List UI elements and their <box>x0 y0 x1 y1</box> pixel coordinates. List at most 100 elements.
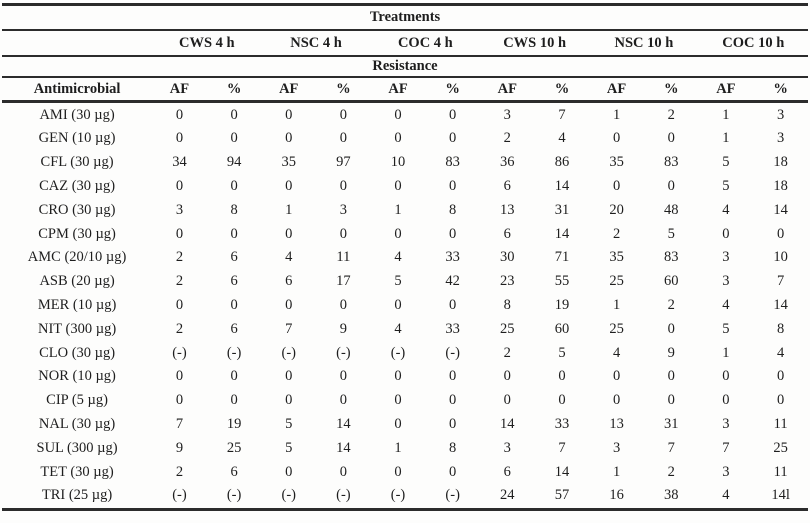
antimicrobial-label: CAZ (30 µg) <box>39 178 116 195</box>
table-row: TRI (25 µg) (-) (-) (-) (-) (-) (-) 24 57 16 38 4 14… <box>2 484 808 509</box>
cell-value: 24 <box>500 487 515 504</box>
cell-value: 1 <box>722 106 730 123</box>
cell-value: (-) <box>390 344 406 361</box>
cell-value: 4 <box>394 249 402 266</box>
cell-value: 0 <box>667 320 675 337</box>
cell-value: 60 <box>663 273 679 290</box>
cell-value: 3 <box>612 439 621 456</box>
cell-value: 0 <box>285 130 293 147</box>
cell-value: 19 <box>554 297 570 314</box>
cell-value: 3 <box>722 463 730 480</box>
resistance-header: Resistance <box>2 56 808 78</box>
cell-value: 5 <box>558 344 566 361</box>
cell-value: 14 <box>554 463 570 480</box>
cell-value: 0 <box>285 463 293 480</box>
cell-value: 0 <box>230 106 238 123</box>
cell-value: 3 <box>776 130 785 147</box>
cell-value: 0 <box>449 178 457 195</box>
cell-value: 0 <box>612 178 621 195</box>
cell-value: 3 <box>722 416 730 432</box>
cell-value: 0 <box>175 178 184 195</box>
cell-value: 25 <box>226 439 242 456</box>
cell-value: 0 <box>667 392 675 409</box>
cell-value: 14 <box>554 225 570 242</box>
cell-value: 0 <box>339 463 347 480</box>
cell-value: 6 <box>230 463 238 480</box>
cell-value: 14 <box>336 416 351 432</box>
cell-value: 30 <box>500 249 515 266</box>
cell-value: 4 <box>722 201 730 218</box>
cell-value: 4 <box>722 487 730 504</box>
table-row: SUL (300 µg) 9 25 5 14 1 8 3 7 3 7 7 25 <box>2 436 808 460</box>
cell-value: 1 <box>394 201 402 218</box>
cell-value: 0 <box>449 130 457 147</box>
cell-value: 0 <box>175 368 184 385</box>
cell-value: 11 <box>773 463 788 480</box>
cell-value: 0 <box>339 368 347 385</box>
cell-value: (-) <box>390 487 406 504</box>
cell-value: 7 <box>175 416 184 432</box>
cell-value: 0 <box>449 297 457 314</box>
cell-value: 6 <box>230 320 238 337</box>
cell-value: 25 <box>500 320 515 337</box>
cell-value: 2 <box>175 320 184 337</box>
cell-value: 38 <box>663 487 679 504</box>
table-row: NIT (300 µg) 2 6 7 9 4 33 25 60 25 0 5 8 <box>2 317 808 341</box>
cell-value: 0 <box>230 178 238 195</box>
cell-value: 83 <box>663 154 679 171</box>
cell-value: 0 <box>339 392 347 409</box>
cell-value: 25 <box>773 439 788 456</box>
cell-value: 1 <box>722 130 730 147</box>
cell-value: 0 <box>449 368 457 385</box>
cell-value: 9 <box>175 439 184 456</box>
antimicrobial-column-header: Antimicrobial <box>2 77 153 103</box>
treatment-group-header: CWS 10 h <box>479 30 590 57</box>
cell-value: 2 <box>667 106 675 123</box>
antimicrobial-label: CLO (30 µg) <box>39 344 116 361</box>
cell-value: 6 <box>503 463 511 480</box>
cell-value: 6 <box>230 273 238 290</box>
cell-value: 35 <box>281 154 296 171</box>
cell-value: 0 <box>558 392 566 409</box>
antimicrobial-label: TET (30 µg) <box>40 463 114 480</box>
af-column-header: AF <box>370 77 426 103</box>
cell-value: 7 <box>722 439 730 456</box>
cell-value: 18 <box>773 178 788 195</box>
af-column-header: AF <box>589 77 644 103</box>
cell-value: 7 <box>667 439 675 456</box>
antimicrobial-label: CIP (5 µg) <box>46 392 108 409</box>
table-row: CIP (5 µg) 0 0 0 0 0 0 0 0 0 0 0 0 <box>2 389 808 413</box>
cell-value: 0 <box>394 106 402 123</box>
cell-value: 3 <box>722 273 730 290</box>
cell-value: 19 <box>226 416 242 432</box>
cell-value: 11 <box>773 416 788 432</box>
cell-value: 5 <box>394 273 402 290</box>
cell-value: 5 <box>722 320 730 337</box>
cell-value: 18 <box>773 154 788 171</box>
cell-value: (-) <box>172 344 187 361</box>
cell-value: 0 <box>776 392 785 409</box>
af-column-header: AF <box>698 77 754 103</box>
cell-value: 4 <box>394 320 402 337</box>
cell-value: 10 <box>390 154 406 171</box>
cell-value: (-) <box>172 487 187 504</box>
cell-value: 8 <box>230 201 238 218</box>
cell-value: 83 <box>663 249 679 266</box>
cell-value: 14 <box>336 439 351 456</box>
cell-value: 0 <box>503 368 511 385</box>
cell-value: 71 <box>554 249 570 266</box>
cell-value: 0 <box>667 368 675 385</box>
cell-value: 2 <box>612 225 621 242</box>
group-row-spacer-cell <box>2 30 153 57</box>
cell-value: 7 <box>776 273 785 290</box>
cell-value: 14 <box>500 416 515 432</box>
table-row: CFL (30 µg) 34 94 35 97 10 83 36 86 35 83 5 18 <box>2 151 808 175</box>
cell-value: 0 <box>285 392 293 409</box>
cell-value: 1 <box>394 439 402 456</box>
cell-value: 0 <box>722 225 730 242</box>
cell-value: 25 <box>609 320 624 337</box>
antimicrobial-label: NIT (300 µg) <box>37 320 117 337</box>
cell-value: 25 <box>609 273 624 290</box>
cell-value: 3 <box>503 439 511 456</box>
treatment-group-header: NSC 10 h <box>589 30 699 57</box>
